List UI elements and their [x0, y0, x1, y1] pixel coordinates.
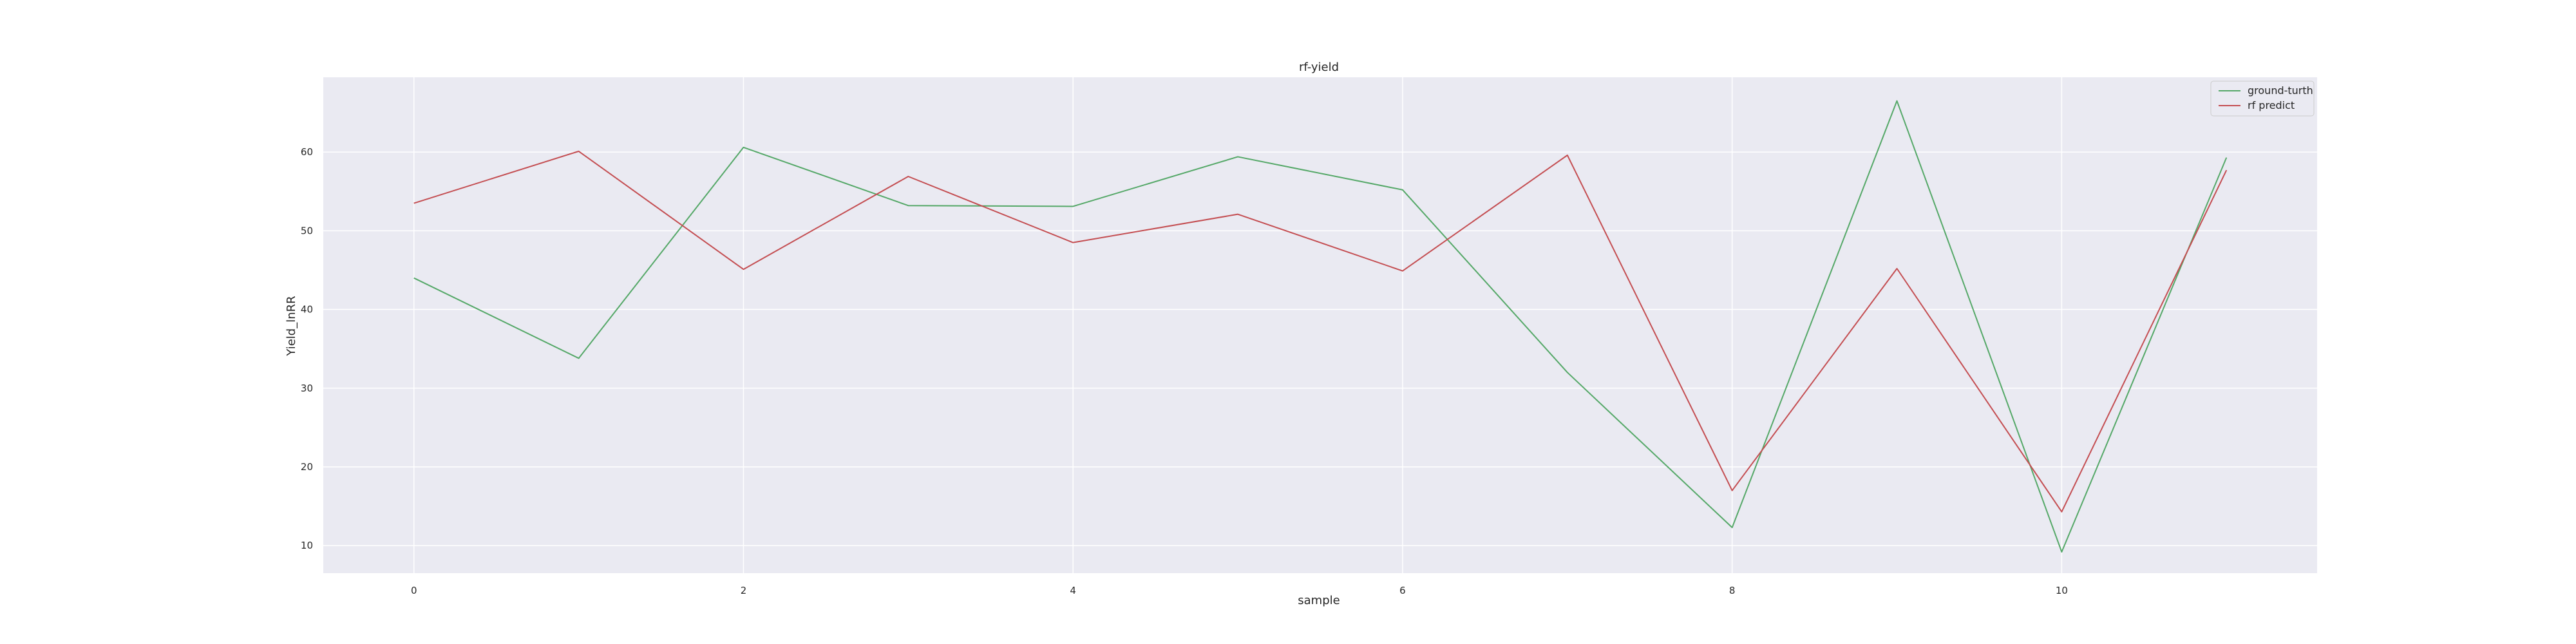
y-tick-labels: 10 20 30 40 50 60 [301, 146, 313, 551]
series-ground-turth [413, 100, 2228, 553]
x-tick-label: 10 [2056, 585, 2068, 596]
y-tick-label: 60 [301, 146, 313, 158]
series-layer [413, 100, 2228, 553]
legend: ground-turth rf predict [2210, 80, 2315, 117]
y-tick-label: 20 [301, 461, 313, 473]
x-tick-label: 0 [411, 585, 417, 596]
chart-title: rf-yield [1299, 61, 1339, 74]
x-tick-label: 4 [1070, 585, 1076, 596]
y-tick-label: 10 [301, 540, 313, 551]
x-tick-labels: 0 2 4 6 8 10 [411, 585, 2068, 596]
y-tick-label: 30 [301, 383, 313, 394]
legend-box [2210, 80, 2315, 117]
y-tick-label: 40 [301, 304, 313, 316]
x-grid-lines [413, 77, 2063, 573]
plot-area [323, 77, 2317, 573]
series-line-rf-predict [413, 150, 2228, 513]
y-axis-label: Yield_lnRR [285, 296, 298, 356]
y-tick-label: 50 [301, 225, 313, 236]
x-axis-label: sample [1298, 594, 1340, 607]
legend-label-ground-turth: ground-turth [2248, 84, 2313, 97]
series-rf-predict [413, 150, 2228, 513]
x-tick-label: 8 [1729, 585, 1736, 596]
legend-label-rf-predict: rf predict [2248, 99, 2295, 111]
x-tick-label: 6 [1399, 585, 1406, 596]
y-grid-lines [323, 151, 2317, 546]
series-line-ground-turth [413, 100, 2228, 553]
x-tick-label: 2 [741, 585, 747, 596]
